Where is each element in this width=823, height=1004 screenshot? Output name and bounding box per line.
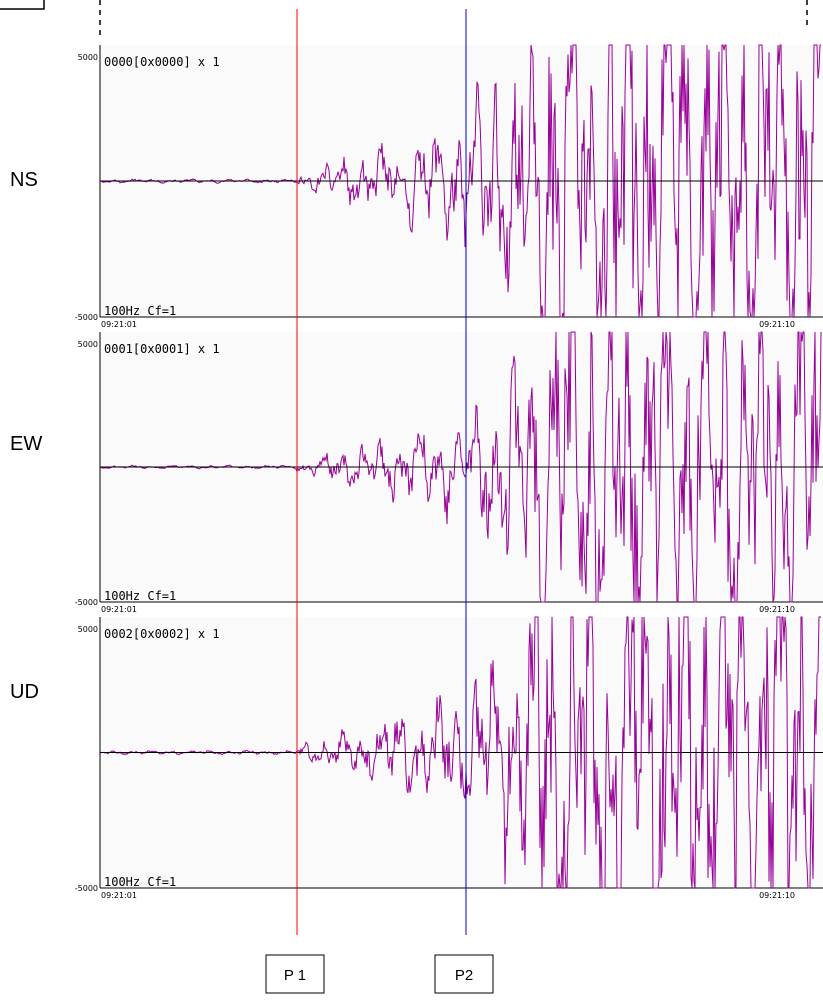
phase-marker-box (434, 954, 494, 994)
start-time-label: 09:21:01 (101, 320, 137, 329)
y-max-label: 5000 (78, 53, 98, 62)
frame-corner (0, 0, 45, 10)
filter-label: 100Hz Cf=1 (104, 589, 176, 603)
filter-label: 100Hz Cf=1 (104, 304, 176, 318)
phase-marker-1: P 1 (265, 9, 325, 994)
channel-header: 0001[0x0001] x 1 (104, 342, 220, 356)
phase-marker-label: P2 (455, 967, 473, 984)
waveform-trace (99, 44, 821, 318)
trace-panel-ud: 5000 -5000 0002[0x0002] x 1 100Hz Cf=1 09:21… (10, 616, 823, 900)
channel-header: 0000[0x0000] x 1 (104, 55, 220, 69)
y-min-label: -5000 (75, 598, 98, 607)
start-time-label: 09:21:01 (101, 891, 137, 900)
start-time-label: 09:21:01 (101, 605, 137, 614)
trace-panel-ew: 5000 -5000 0001[0x0001] x 1 100Hz Cf=1 09:21… (10, 331, 823, 614)
phase-marker-2: P2 (434, 9, 494, 994)
end-time-label: 09:21:10 (759, 891, 795, 900)
phase-marker-label: P 1 (284, 967, 306, 984)
channel-header: 0002[0x0002] x 1 (104, 627, 220, 641)
phase-markers: P 1 P2 (265, 9, 494, 994)
trace-panels: 5000 -5000 0000[0x0000] x 1 100Hz Cf=1 09:21… (10, 44, 823, 900)
waveform-trace (100, 616, 821, 889)
filter-label: 100Hz Cf=1 (104, 875, 176, 889)
phase-marker-box (265, 954, 325, 994)
y-max-label: 5000 (78, 625, 98, 634)
y-min-label: -5000 (75, 313, 98, 322)
component-label: EW (10, 433, 42, 455)
end-time-label: 09:21:10 (759, 605, 795, 614)
trace-panel-ns: 5000 -5000 0000[0x0000] x 1 100Hz Cf=1 09:21… (10, 44, 823, 329)
end-time-label: 09:21:10 (759, 320, 795, 329)
y-min-label: -5000 (75, 884, 98, 893)
component-label: NS (10, 169, 38, 191)
component-label: UD (10, 681, 39, 703)
y-max-label: 5000 (78, 340, 98, 349)
